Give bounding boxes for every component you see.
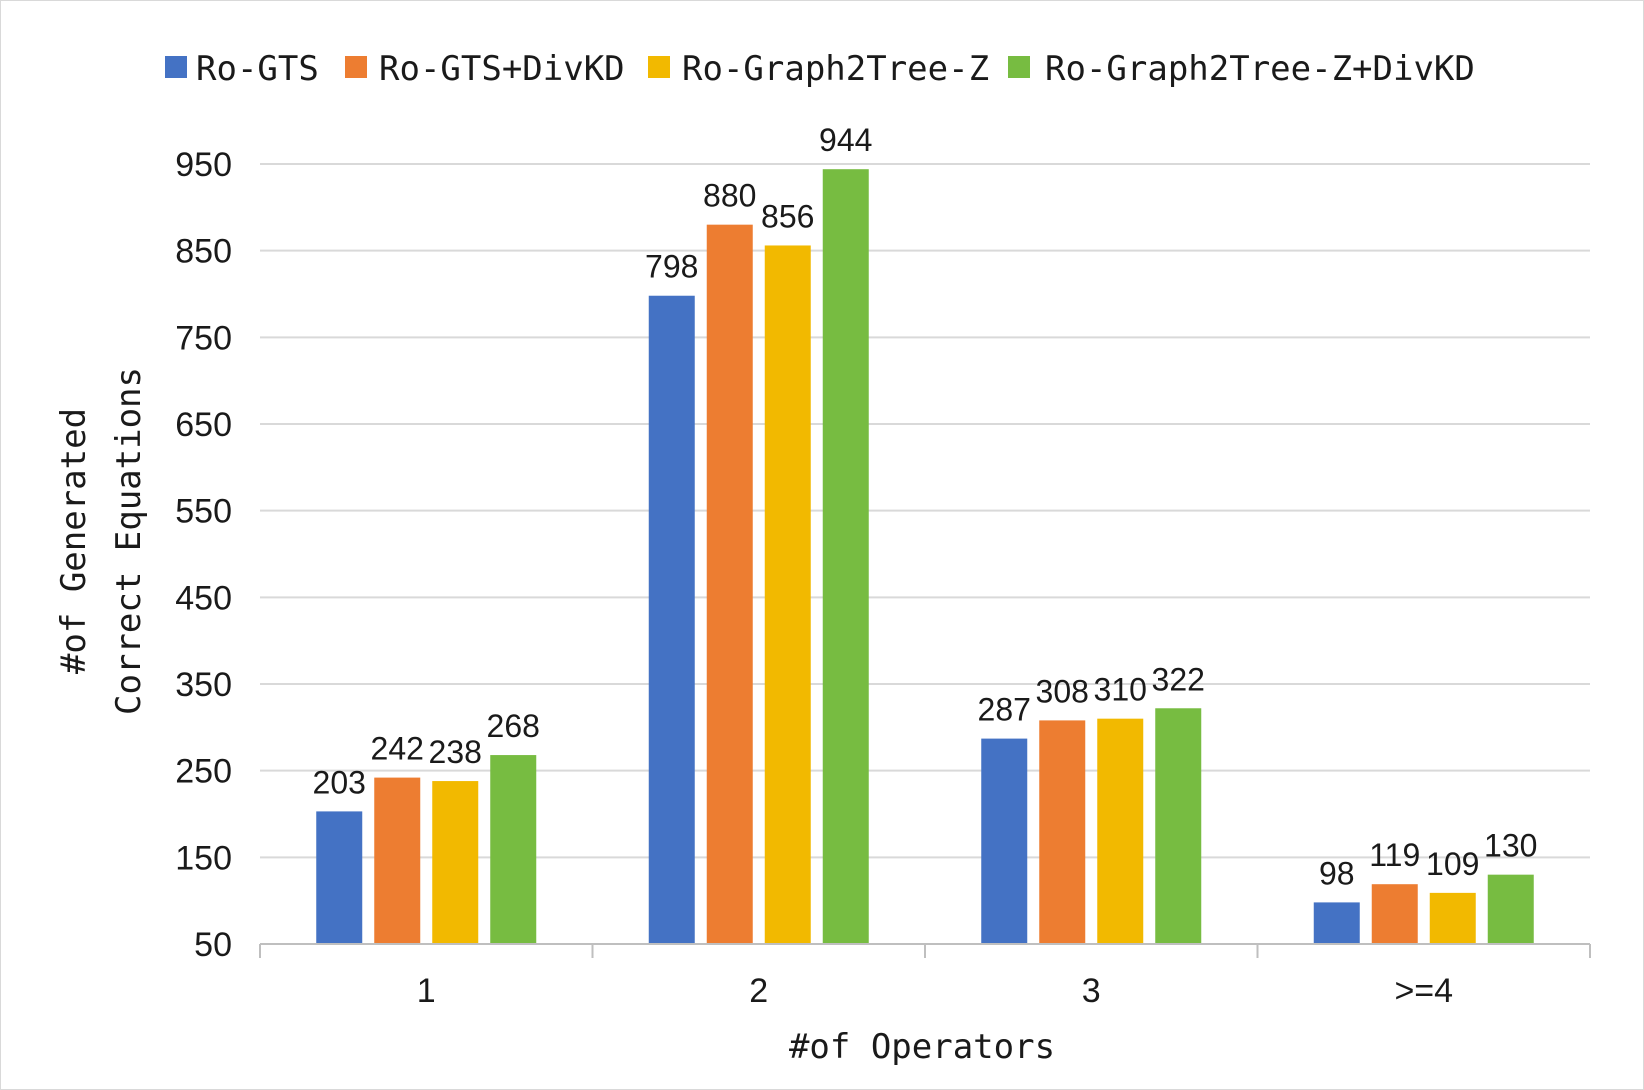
x-tick-label: 2	[749, 972, 768, 1010]
legend-swatch-ro-graph2tree-z	[648, 56, 670, 78]
y-tick-label: 550	[175, 493, 232, 531]
data-label: 119	[1369, 837, 1420, 873]
data-label: 109	[1426, 846, 1479, 882]
x-tick-label: 1	[417, 972, 436, 1010]
y-tick-label: 650	[175, 406, 232, 444]
data-label: 944	[819, 122, 872, 158]
legend-swatch-ro-gts-divkd	[345, 56, 367, 78]
data-label: 238	[429, 734, 482, 770]
data-label: 287	[978, 692, 1031, 728]
x-axis	[259, 943, 1591, 958]
x-axis-title: #of Operators	[789, 1027, 1055, 1067]
y-tick-label: 450	[175, 579, 232, 617]
bar-ro-gts-cat-4	[1313, 902, 1360, 944]
legend: Ro-GTS Ro-GTS+DivKD Ro-Graph2Tree-Z Ro-G…	[165, 49, 1475, 89]
y-axis-title-line-1: #of Generated	[54, 408, 94, 674]
y-tick-label: 350	[175, 666, 232, 704]
bar-ro-gts-cat-3	[981, 738, 1028, 944]
data-label: 322	[1152, 661, 1205, 697]
x-tick-labels: 1 2 3 >=4	[417, 972, 1453, 1010]
bars	[316, 169, 1534, 944]
y-tick-label: 150	[175, 839, 232, 877]
bar-ro-graph2tree-z-divkd-cat-4	[1487, 874, 1534, 944]
data-label: 308	[1036, 673, 1089, 709]
x-tick-label: 3	[1082, 972, 1101, 1010]
legend-label-ro-graph2tree-z: Ro-Graph2Tree-Z	[682, 49, 989, 89]
y-tick-labels: 50 150 250 350 450 550 650 750 850 950	[175, 146, 232, 964]
legend-swatch-ro-graph2tree-z-divkd	[1008, 56, 1030, 78]
y-axis-title-line-2: Correct Equations	[109, 367, 149, 715]
bar-ro-gts-cat-1	[316, 811, 363, 944]
bar-ro-graph2tree-z-cat-2	[764, 245, 811, 944]
data-label: 856	[761, 198, 814, 234]
data-label: 268	[487, 708, 540, 744]
bar-ro-graph2tree-z-cat-4	[1429, 892, 1476, 944]
y-tick-label: 50	[194, 926, 232, 964]
bar-ro-gts-divkd-cat-1	[374, 777, 421, 944]
bar-ro-graph2tree-z-divkd-cat-3	[1155, 708, 1202, 944]
data-label: 798	[645, 249, 698, 285]
bar-ro-graph2tree-z-divkd-cat-1	[490, 755, 537, 944]
data-label: 310	[1094, 672, 1147, 708]
data-label: 130	[1484, 828, 1537, 864]
data-label: 98	[1319, 855, 1355, 891]
data-label: 242	[371, 731, 424, 767]
y-tick-label: 850	[175, 233, 232, 271]
bar-ro-gts-cat-2	[648, 295, 695, 944]
bar-ro-gts-divkd-cat-4	[1371, 884, 1418, 944]
legend-label-ro-gts: Ro-GTS	[196, 49, 319, 89]
legend-swatch-ro-gts	[165, 56, 187, 78]
gridlines	[260, 163, 1590, 859]
data-label: 880	[703, 178, 756, 214]
legend-label-ro-graph2tree-z-divkd: Ro-Graph2Tree-Z+DivKD	[1045, 49, 1475, 89]
bar-ro-graph2tree-z-cat-3	[1097, 718, 1144, 944]
y-tick-label: 250	[175, 753, 232, 791]
legend-label-ro-gts-divkd: Ro-GTS+DivKD	[379, 49, 625, 89]
bar-ro-graph2tree-z-cat-1	[432, 781, 479, 944]
bar-ro-graph2tree-z-divkd-cat-2	[822, 169, 869, 944]
y-tick-label: 950	[175, 146, 232, 184]
data-label: 203	[313, 764, 366, 800]
y-tick-label: 750	[175, 319, 232, 357]
x-tick-label: >=4	[1394, 972, 1453, 1010]
bar-ro-gts-divkd-cat-3	[1039, 720, 1086, 944]
bar-ro-gts-divkd-cat-2	[706, 224, 753, 944]
